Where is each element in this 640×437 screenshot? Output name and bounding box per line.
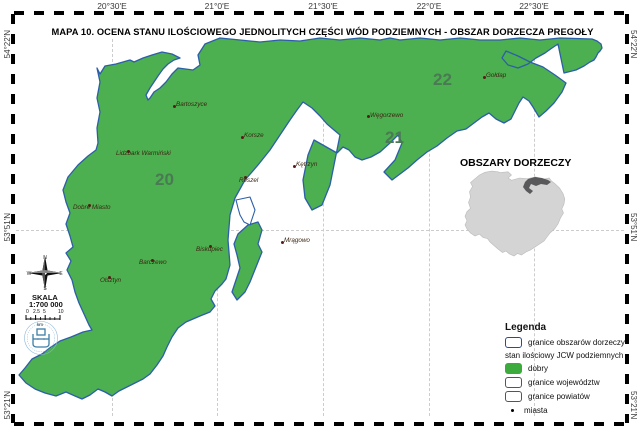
svg-text:5: 5 [43,309,46,315]
svg-text:E: E [59,271,63,277]
svg-text:W: W [27,271,32,277]
svg-text:10: 10 [58,309,64,315]
svg-text:0: 0 [26,309,29,315]
svg-text:2.5: 2.5 [33,309,40,315]
svg-text:N: N [43,255,47,261]
svg-text:S: S [43,286,47,292]
